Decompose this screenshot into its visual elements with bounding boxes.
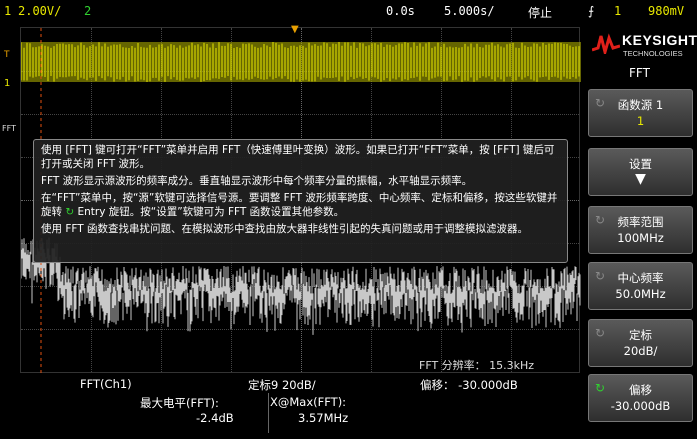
- trigger-channel[interactable]: 1: [614, 4, 621, 18]
- fft-scale: 定标9 20dB/: [248, 377, 316, 393]
- trigger-level[interactable]: 980mV: [648, 4, 684, 18]
- scale-softkey[interactable]: ↻ 定标 20dB/: [588, 319, 693, 367]
- center-frequency-softkey[interactable]: ↻ 中心频率 50.0MHz: [588, 262, 693, 310]
- bottom-info-bar: FFT(Ch1) 定标9 20dB/ 偏移： -30.000dB 最大电平(FF…: [0, 375, 582, 439]
- setup-softkey[interactable]: 设置 ▼: [588, 148, 693, 196]
- trigger-position-marker[interactable]: ▼: [291, 24, 299, 35]
- ch1-number[interactable]: 1: [4, 4, 11, 18]
- divider: [268, 393, 269, 433]
- entry-knob-icon: ↻: [65, 206, 74, 218]
- fft-offset: 偏移： -30.000dB: [420, 377, 518, 393]
- help-paragraph: 在“FFT”菜单中，按“源”软键可选择信号源。要调整 FFT 波形频率跨度、中心…: [41, 191, 560, 219]
- help-paragraph: 使用 FFT 函数查找串扰问题、在模拟波形中查找由放大器非线性引起的失真问题或用…: [41, 222, 560, 236]
- span-softkey[interactable]: ↻ 频率范围 100MHz: [588, 206, 693, 254]
- measurement-max-level-value: -2.4dB: [196, 411, 234, 425]
- measurement-x-at-max-label: X@Max(FFT):: [270, 395, 346, 409]
- keysight-logo: KEYSIGHT TECHNOLOGIES: [592, 28, 692, 62]
- fft-offset-marker[interactable]: FFT: [2, 124, 16, 133]
- help-popup: 使用 [FFT] 键可打开“FFT”菜单并启用 FFT（快速傅里叶变换）波形。如…: [33, 139, 568, 263]
- trigger-icon: ⨍: [588, 4, 594, 18]
- status-bar: 1 2.00V/ 2 0.0s 5.000s/ 停止 ⨍ 1 980mV: [0, 0, 697, 22]
- offset-softkey[interactable]: ↻ 偏移 -30.000dB: [588, 374, 693, 422]
- menu-title: FFT: [582, 66, 697, 80]
- softkey-panel: KEYSIGHT TECHNOLOGIES FFT ↻ 函数源 1 1 设置 ▼…: [582, 22, 697, 439]
- time-scale[interactable]: 5.000s/: [444, 4, 495, 18]
- ch1-ground-marker[interactable]: T: [4, 50, 10, 60]
- ch1-scale[interactable]: 2.00V/: [18, 4, 61, 18]
- time-position[interactable]: 0.0s: [386, 4, 415, 18]
- help-paragraph: 使用 [FFT] 键可打开“FFT”菜单并启用 FFT（快速傅里叶变换）波形。如…: [41, 143, 560, 171]
- ch1-level-marker[interactable]: 1: [4, 78, 10, 89]
- run-state: 停止: [528, 4, 552, 21]
- source-softkey[interactable]: ↻ 函数源 1 1: [588, 89, 693, 137]
- help-paragraph: FFT 波形显示源波形的频率成分。垂直轴显示波形中每个频率分量的振幅，水平轴显示…: [41, 174, 560, 188]
- keysight-wave-icon: [592, 32, 620, 54]
- arrow-down-icon: ▼: [589, 171, 692, 187]
- ch2-number[interactable]: 2: [84, 4, 91, 18]
- fft-resolution: FFT 分辨率： 15.3kHz: [419, 357, 534, 373]
- measurement-x-at-max-value: 3.57MHz: [298, 411, 348, 425]
- fft-source-label: FFT(Ch1): [80, 377, 132, 391]
- measurement-max-level-label: 最大电平(FFT):: [140, 395, 219, 411]
